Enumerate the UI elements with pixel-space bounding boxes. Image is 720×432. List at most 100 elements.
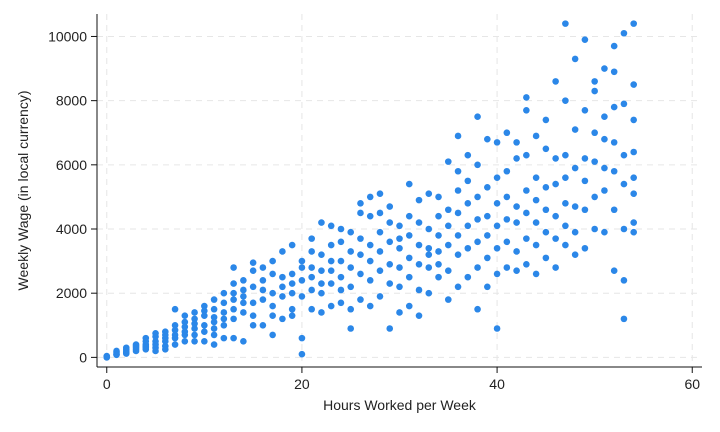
- data-point: [279, 248, 286, 255]
- data-point: [620, 100, 628, 108]
- x-tick-label: 60: [684, 376, 700, 392]
- data-point: [220, 289, 228, 297]
- data-point: [532, 219, 540, 226]
- data-point: [201, 302, 208, 310]
- data-point: [210, 296, 218, 303]
- data-point: [376, 293, 384, 300]
- data-point: [562, 20, 569, 27]
- data-point: [601, 113, 608, 120]
- data-point: [230, 280, 237, 287]
- data-point: [630, 174, 637, 181]
- data-point: [552, 180, 559, 188]
- data-point: [571, 126, 579, 133]
- y-tick-label: 0: [79, 349, 87, 365]
- data-point: [240, 299, 247, 307]
- data-point: [376, 267, 384, 275]
- data-point: [405, 254, 413, 262]
- data-point: [454, 251, 462, 258]
- data-point: [298, 293, 306, 300]
- x-tick-label: 0: [103, 376, 111, 392]
- data-point: [269, 312, 276, 319]
- data-point: [620, 180, 628, 188]
- data-point: [503, 129, 511, 137]
- data-point: [162, 346, 169, 353]
- data-point: [415, 286, 423, 294]
- data-point: [513, 267, 520, 275]
- data-point: [152, 341, 159, 348]
- data-point: [259, 286, 267, 294]
- data-point: [122, 350, 130, 357]
- data-point: [318, 251, 325, 258]
- data-point: [337, 286, 345, 294]
- data-point: [210, 313, 218, 321]
- data-point: [298, 257, 306, 265]
- data-point: [376, 248, 384, 255]
- data-point: [220, 334, 228, 342]
- y-tick-label: 2000: [56, 285, 87, 301]
- data-point: [249, 299, 257, 307]
- data-point: [581, 36, 589, 43]
- data-point: [493, 325, 501, 332]
- data-point: [425, 264, 433, 271]
- data-point: [142, 334, 150, 342]
- data-point: [620, 225, 628, 233]
- data-point: [552, 78, 559, 85]
- data-point: [249, 321, 257, 329]
- data-point: [230, 264, 237, 271]
- data-point: [347, 228, 355, 236]
- data-point: [474, 305, 481, 313]
- data-point: [454, 132, 462, 140]
- data-point: [210, 318, 218, 326]
- data-point: [308, 248, 315, 255]
- data-point: [357, 235, 364, 242]
- data-point: [366, 193, 374, 201]
- data-point: [601, 65, 608, 72]
- data-point: [493, 200, 501, 207]
- data-point: [347, 325, 355, 332]
- data-point: [405, 180, 413, 188]
- data-point: [581, 106, 589, 114]
- data-point: [288, 289, 296, 297]
- data-point: [249, 259, 257, 267]
- data-point: [610, 267, 618, 275]
- data-point: [210, 305, 218, 313]
- data-point: [181, 331, 189, 339]
- data-point: [405, 302, 413, 310]
- data-point: [484, 212, 491, 220]
- data-point: [571, 251, 579, 258]
- data-point: [386, 238, 394, 246]
- data-point: [562, 97, 569, 104]
- data-point: [454, 232, 462, 239]
- data-point: [474, 238, 481, 246]
- data-point: [435, 273, 442, 281]
- data-point: [269, 331, 276, 339]
- data-point: [162, 338, 169, 345]
- data-point: [132, 342, 140, 350]
- data-point: [610, 42, 618, 50]
- data-point: [503, 193, 511, 201]
- data-point: [220, 299, 228, 307]
- data-point: [542, 206, 550, 214]
- data-point: [523, 106, 530, 114]
- data-point: [181, 338, 189, 345]
- y-tick-label: 8000: [56, 93, 87, 109]
- data-point: [376, 209, 384, 217]
- data-point: [201, 321, 208, 329]
- data-point: [523, 187, 530, 194]
- data-point: [435, 212, 442, 220]
- data-point: [318, 309, 325, 316]
- data-point: [610, 68, 618, 76]
- data-point: [562, 200, 569, 207]
- data-point: [376, 228, 384, 236]
- data-point: [327, 257, 335, 265]
- data-point: [454, 167, 462, 175]
- data-point: [191, 320, 198, 327]
- data-point: [610, 167, 618, 175]
- data-point: [464, 222, 472, 230]
- data-point: [279, 273, 286, 281]
- data-point: [415, 312, 423, 319]
- data-point: [474, 193, 481, 201]
- data-point: [493, 174, 501, 181]
- data-point: [444, 296, 452, 303]
- data-point: [464, 200, 472, 207]
